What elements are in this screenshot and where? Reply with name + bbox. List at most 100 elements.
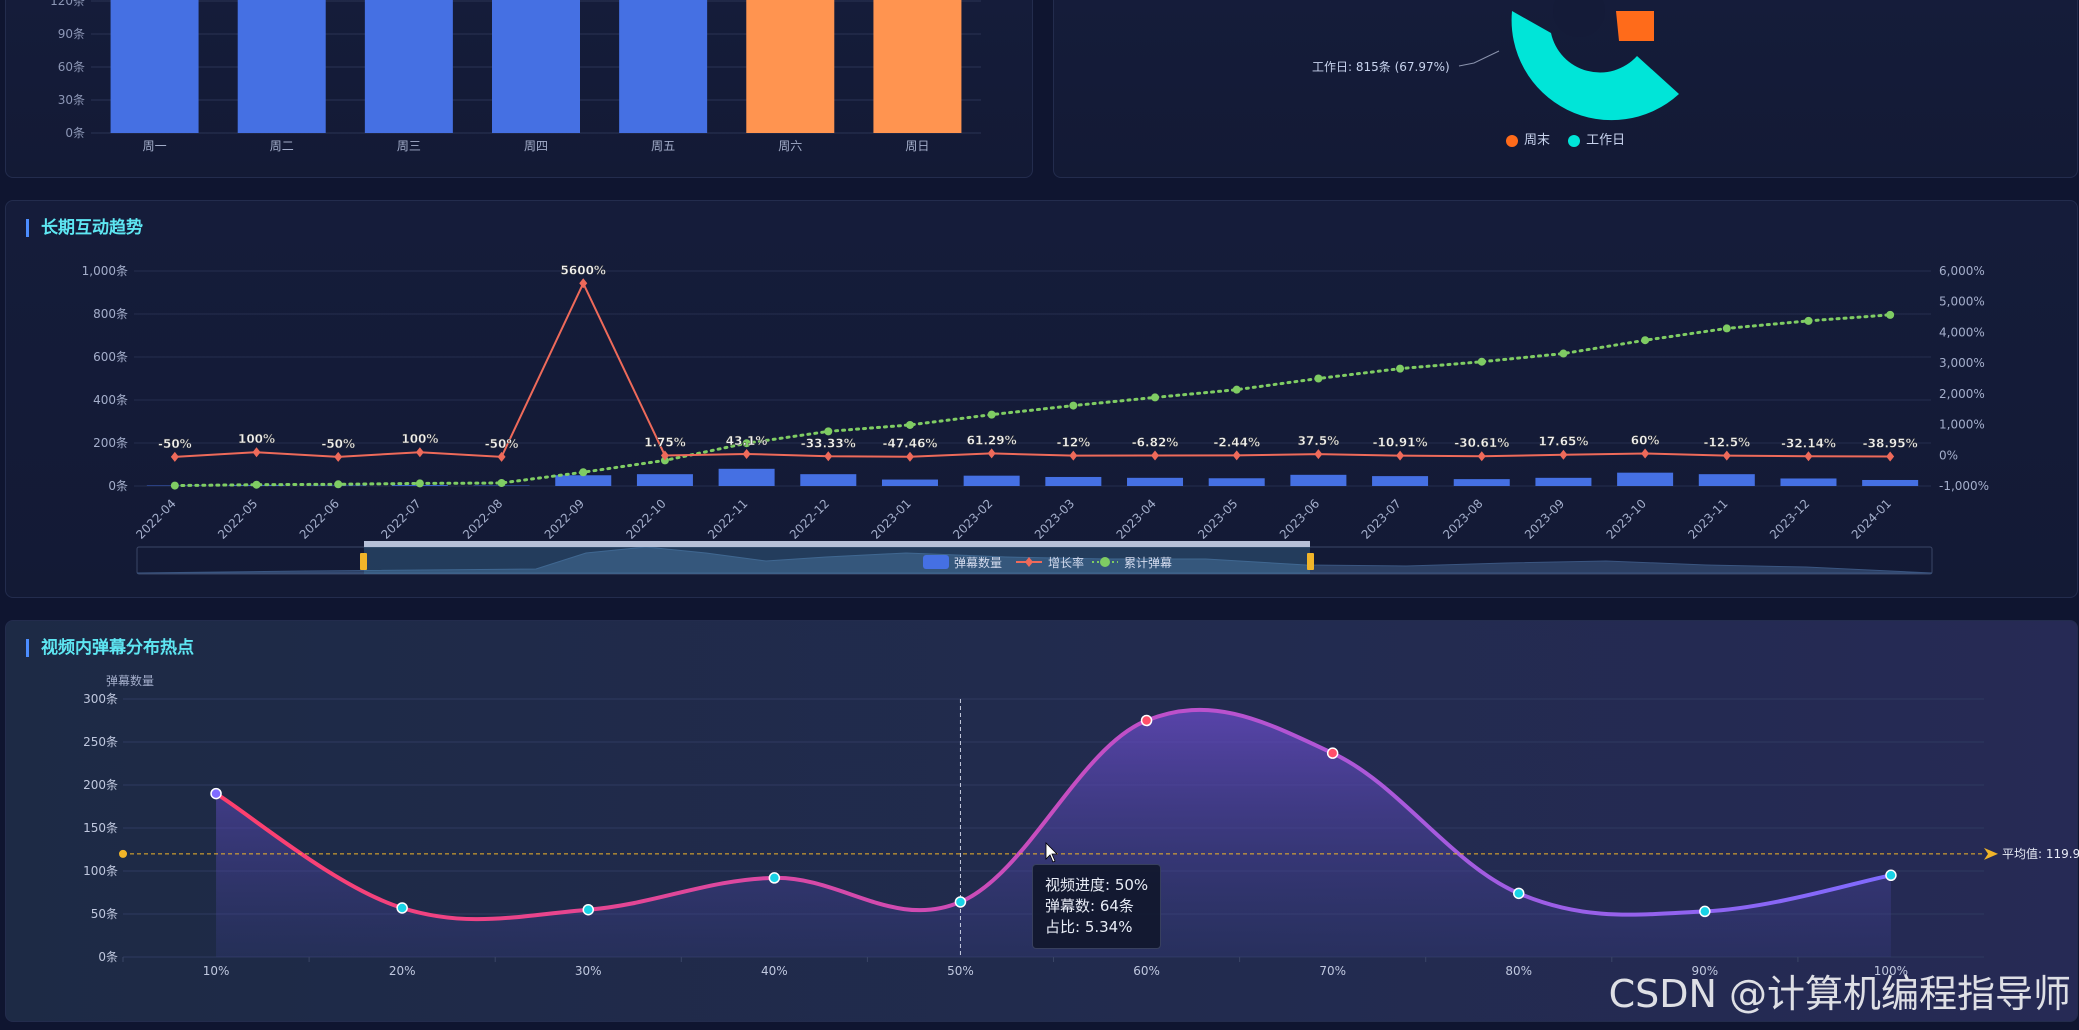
- pie-slice-weekend: [1616, 11, 1654, 41]
- legend-weekend[interactable]: 周末: [1506, 133, 1550, 148]
- tooltip-progress: 视频进度: 50%: [1045, 876, 1149, 894]
- legend-cumulative-marker: [1100, 557, 1110, 567]
- series-cumulative-line: [173, 313, 1892, 488]
- legend-growth-rate[interactable]: 增长率: [1016, 555, 1084, 570]
- data-point[interactable]: [954, 896, 967, 908]
- cumulative-point: [905, 420, 914, 429]
- cumulative-point: [170, 481, 179, 490]
- y-tick-label: 50条: [91, 907, 118, 921]
- x-tick-label: 2022-05: [215, 496, 260, 541]
- data-point[interactable]: [1885, 869, 1897, 882]
- cumulative-point: [1477, 357, 1486, 366]
- y-tick-label: 0条: [98, 950, 118, 964]
- data-point[interactable]: [1326, 747, 1339, 759]
- series-line: [215, 707, 1892, 922]
- growth-label: -47.46%: [882, 437, 937, 451]
- dot-icon: [1568, 134, 1581, 147]
- tooltip-count: 弹幕数: 64条: [1045, 897, 1134, 915]
- growth-label: -38.95%: [1863, 436, 1918, 450]
- growth-label: -50%: [158, 437, 192, 451]
- pie-hole: [1553, 0, 1605, 37]
- data-point[interactable]: [582, 903, 594, 916]
- tooltip-ratio: 占比: 5.34%: [1045, 918, 1133, 936]
- average-arrow: [1984, 847, 1998, 860]
- data-point[interactable]: [396, 902, 408, 914]
- growth-point: [987, 448, 996, 459]
- y-tick-label: 300条: [83, 692, 118, 706]
- weekday-panel: 0条 30条 60条 90条 120条 周一 周二 周三 周四 周五 周六 周日: [5, 0, 1033, 178]
- zoom-slider-window: [364, 547, 1310, 574]
- x-tick-label: 2022-06: [297, 496, 342, 541]
- pie-label-line: [1458, 50, 1500, 67]
- y-left-tick: 200条: [93, 436, 128, 450]
- y-right-tick: 2,000%: [1939, 387, 1985, 401]
- cumulative-point: [252, 480, 261, 489]
- data-point[interactable]: [1140, 714, 1153, 727]
- growth-label: 100%: [238, 432, 275, 446]
- data-point[interactable]: [1513, 887, 1525, 900]
- x-tick-label: 周二: [270, 139, 294, 153]
- cumulative-point: [1722, 324, 1731, 333]
- x-tick-label: 2023-06: [1277, 496, 1322, 541]
- growth-label: -12.5%: [1703, 436, 1750, 450]
- growth-point: [579, 278, 588, 289]
- x-tick-label: 80%: [1505, 964, 1532, 978]
- data-point[interactable]: [1699, 905, 1711, 918]
- y-right-tick: 4,000%: [1939, 325, 1985, 339]
- growth-label: 61.29%: [967, 433, 1017, 447]
- growth-point: [415, 447, 424, 458]
- x-tick-label: 2023-10: [1604, 496, 1649, 541]
- growth-point: [660, 450, 669, 461]
- x-tick-label: 40%: [761, 964, 788, 978]
- y-right-tick: 3,000%: [1939, 356, 1985, 370]
- x-tick-label: 2023-12: [1767, 496, 1812, 541]
- series-growth-line: [174, 280, 1891, 458]
- data-point[interactable]: [768, 872, 781, 884]
- x-tick-label: 周三: [397, 139, 421, 153]
- cumulative-point: [1804, 316, 1813, 325]
- legend-cumulative[interactable]: 累计弹幕: [1092, 556, 1172, 570]
- zoom-handle-left[interactable]: [360, 553, 367, 570]
- pie-panel: 工作日: 815条 (67.97%) 周末 工作日: [1053, 0, 2078, 178]
- growth-point: [1722, 450, 1731, 461]
- dot-icon: [1506, 134, 1518, 147]
- average-start-point: [119, 849, 127, 858]
- cumulative-point: [1069, 401, 1078, 410]
- growth-label: -6.82%: [1132, 435, 1179, 449]
- bar: [1698, 474, 1755, 486]
- x-tick-label: 50%: [947, 964, 974, 978]
- growth-point: [1396, 450, 1405, 461]
- cumulative-point: [579, 468, 588, 477]
- x-tick-label: 2023-09: [1522, 496, 1567, 541]
- zoom-handle-right[interactable]: [1307, 553, 1314, 570]
- legend-workday[interactable]: 工作日: [1568, 133, 1625, 148]
- growth-point: [1477, 451, 1486, 462]
- hotspot-panel: 视频内弹幕分布热点 弹幕数量 0条 50条 100条 150条 200条 250条 300条 1…: [5, 620, 2079, 1022]
- x-tick-label: 70%: [1319, 964, 1346, 978]
- average-label: 平均值: 119.9: [2002, 846, 2079, 861]
- x-tick-label: 2022-04: [133, 496, 178, 541]
- x-tick-label: 2023-07: [1359, 496, 1404, 541]
- growth-label: -2.44%: [1213, 435, 1260, 449]
- hotspot-tooltip: 视频进度: 50% 弹幕数: 64条 占比: 5.34%: [1032, 864, 1162, 949]
- growth-label: -50%: [321, 437, 355, 451]
- x-tick-label: 2022-07: [378, 496, 423, 541]
- cumulative-point: [987, 410, 996, 419]
- trend-title: 长期互动趋势: [26, 219, 143, 237]
- bar: [1780, 478, 1837, 486]
- y-right-tick: 1,000%: [1939, 418, 1985, 432]
- bar: [555, 475, 612, 486]
- x-tick-label: 10%: [203, 964, 230, 978]
- data-point[interactable]: [210, 787, 222, 800]
- x-tick-label: 周日: [905, 139, 929, 153]
- bar: [1208, 478, 1265, 486]
- y-tick-label: 30条: [58, 93, 85, 107]
- growth-label: -33.33%: [801, 436, 856, 450]
- y-left-tick: 800条: [93, 307, 128, 321]
- x-tick-label: 60%: [1133, 964, 1160, 978]
- bar: [881, 479, 938, 486]
- growth-label: 17.65%: [1538, 435, 1588, 449]
- pie-label: 工作日: 815条 (67.97%): [1312, 60, 1450, 74]
- legend-bar-count[interactable]: 弹幕数量: [923, 555, 1002, 570]
- x-tick-label: 2024-01: [1849, 496, 1894, 541]
